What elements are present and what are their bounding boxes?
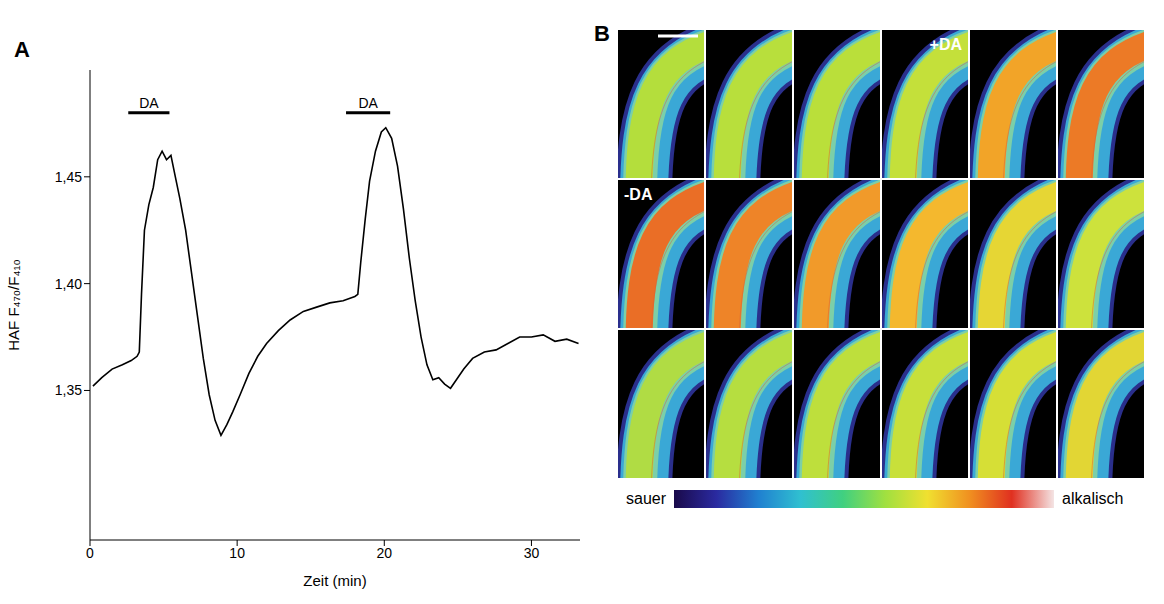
svg-text:20: 20 xyxy=(377,545,393,561)
svg-text:+DA: +DA xyxy=(930,36,963,53)
svg-text:-DA: -DA xyxy=(624,186,653,203)
svg-text:10: 10 xyxy=(229,545,245,561)
html-text:A: A xyxy=(14,37,30,62)
html-text:B: B xyxy=(594,21,610,46)
svg-text:DA: DA xyxy=(358,95,378,111)
svg-text:Zeit (min): Zeit (min) xyxy=(303,572,366,589)
svg-text:30: 30 xyxy=(524,545,540,561)
svg-text:DA: DA xyxy=(139,95,159,111)
svg-text:HAF F₄₇₀/F₄₁₀: HAF F₄₇₀/F₄₁₀ xyxy=(5,259,22,351)
svg-text:1,40: 1,40 xyxy=(55,276,82,292)
html-text:sauer: sauer xyxy=(626,490,666,507)
svg-text:1,45: 1,45 xyxy=(55,169,82,185)
svg-text:1,35: 1,35 xyxy=(55,382,82,398)
svg-text:0: 0 xyxy=(86,545,94,561)
html-text:alkalisch: alkalisch xyxy=(1062,490,1124,507)
